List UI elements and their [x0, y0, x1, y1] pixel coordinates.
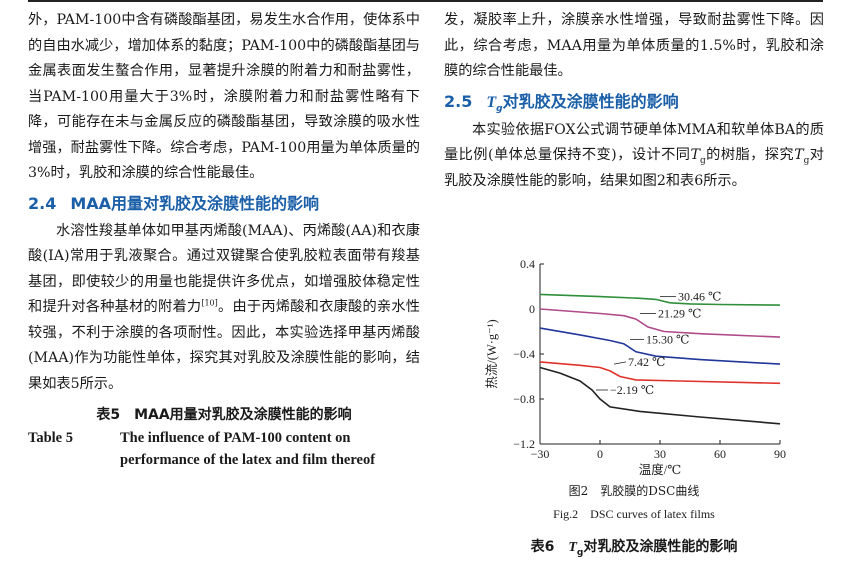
- table5-caption-text: The influence of PAM-100 content on perf…: [120, 430, 376, 468]
- citation-ref: [10]: [201, 298, 218, 308]
- figure2-caption-cn: 图2 乳胶膜的DSC曲线: [568, 484, 700, 498]
- page-top-rule: [28, 0, 823, 2]
- paragraph-text: 对乳胶及涂膜性能的影响，结果如图2和表6所示。: [444, 147, 824, 189]
- tg-subscript: g: [803, 155, 810, 166]
- series-line-4: [539, 361, 781, 385]
- section-title: MAA用量对乳胶及涂膜性能的影响: [70, 193, 320, 213]
- y-tick-label: 0: [529, 302, 535, 316]
- left-paragraph-1: 外，PAM-100中含有磷酸酯基团，易发生水合作用，使体系中的自由水减少，增加体…: [28, 12, 420, 181]
- tg-subscript: g: [576, 547, 584, 558]
- table6-label: 表6: [530, 539, 569, 555]
- tg-symbol: T: [486, 93, 497, 111]
- series-line-5: [539, 366, 781, 425]
- table5-caption-en: Table 5 The influence of PAM-100 content…: [28, 427, 420, 471]
- y-axis-label: 热流/(W·g⁻¹): [485, 319, 499, 388]
- x-tick-label: 60: [714, 447, 726, 461]
- series-annotation-5: −2.19 ℃: [610, 383, 654, 397]
- tg-symbol: T: [690, 147, 700, 163]
- x-tick-label: 0: [597, 447, 603, 461]
- table5-label: Table 5: [28, 430, 73, 446]
- paragraph-text: 的树脂，探究: [705, 147, 795, 163]
- series-annotation-1: 30.46 ℃: [678, 290, 721, 304]
- tg-symbol: T: [794, 147, 804, 163]
- table6-caption-cn: 表6 Tg对乳胶及涂膜性能的影响: [444, 536, 824, 558]
- y-tick-label: −0.4: [513, 347, 535, 361]
- x-tick-label: −30: [531, 447, 550, 461]
- annotation-leader: [613, 361, 627, 365]
- section-2-4-heading: 2.4 MAA用量对乳胶及涂膜性能的影响: [28, 191, 420, 217]
- y-tick-label: −0.8: [513, 392, 535, 406]
- section-2-5-heading: 2.5 Tg对乳胶及涂膜性能的影响: [444, 89, 824, 116]
- series-annotation-3: 15.30 ℃: [646, 332, 689, 346]
- figure2-caption-en: Fig.2 DSC curves of latex films: [553, 507, 715, 521]
- dsc-chart: 0.4 0 −0.4 −0.8 −1.2−30 0 30 60 90 温度/℃ 热流/(W·g⁻¹)…: [485, 257, 786, 477]
- paragraph-text: 本实验依据FOX公式调节硬单体MMA和软单体BA的质量比例(单体总量保持不变)，…: [444, 121, 824, 164]
- section-number: 2.4: [28, 193, 57, 213]
- tg-subscript: g: [496, 103, 503, 114]
- x-tick-label: 90: [774, 447, 786, 461]
- tg-symbol: T: [568, 540, 577, 555]
- series-annotation-2: 21.29 ℃: [658, 307, 701, 321]
- series-annotation-4: 7.42 ℃: [628, 355, 665, 369]
- table6-caption-text: 对乳胶及涂膜性能的影响: [583, 539, 738, 555]
- right-column: 发，凝胶率上升，涂膜亲水性增强，导致耐盐雾性下降。因此，综合考虑，MAA用量为单…: [444, 8, 824, 568]
- x-tick-label: 30: [654, 447, 666, 461]
- table5-caption-cn: 表5 MAA用量对乳胶及涂膜性能的影响: [96, 407, 352, 423]
- y-tick-label: 0.4: [520, 257, 535, 271]
- series-line-2: [539, 308, 781, 338]
- x-axis-label: 温度/℃: [639, 462, 681, 477]
- series-line-3: [539, 327, 781, 365]
- y-tick-label: −1.2: [513, 437, 535, 451]
- right-paragraph-1: 发，凝胶率上升，涂膜亲水性增强，导致耐盐雾性下降。因此，综合考虑，MAA用量为单…: [444, 12, 824, 79]
- section-title: 对乳胶及涂膜性能的影响: [502, 91, 679, 111]
- section-number: 2.5: [444, 91, 473, 111]
- tg-subscript: g: [699, 155, 706, 166]
- paragraph-text: 水溶性羧基单体如甲基丙烯酸(MAA)、丙烯酸(AA)和衣康酸(IA)常用于乳液聚…: [28, 222, 420, 316]
- right-paragraph-2: 本实验依据FOX公式调节硬单体MMA和软单体BA的质量比例(单体总量保持不变)，…: [444, 118, 824, 195]
- left-column: 外，PAM-100中含有磷酸酯基团，易发生水合作用，使体系中的自由水减少，增加体…: [28, 8, 420, 471]
- series-line-1: [539, 293, 781, 306]
- paragraph-text: 。由于丙烯酸和衣康酸的亲水性较强，不利于涂膜的各项耐性。因此，本实验选择甲基丙烯…: [28, 299, 420, 392]
- left-paragraph-2: 水溶性羧基单体如甲基丙烯酸(MAA)、丙烯酸(AA)和衣康酸(IA)常用于乳液聚…: [28, 219, 420, 398]
